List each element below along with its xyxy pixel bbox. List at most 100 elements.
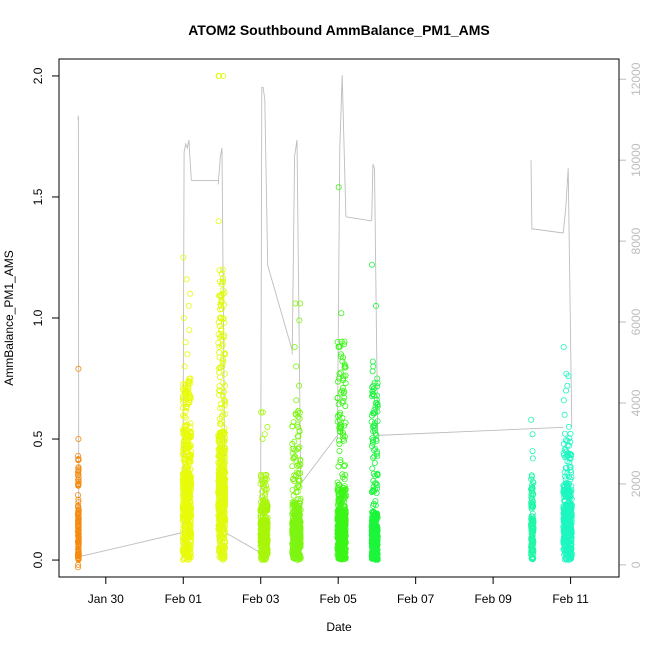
data-point <box>264 423 271 430</box>
data-point <box>215 349 222 356</box>
data-point <box>296 444 303 451</box>
data-point <box>181 533 188 540</box>
data-point <box>567 438 574 445</box>
data-point <box>185 302 192 309</box>
data-point <box>340 502 347 509</box>
y2-tick-label: 10000 <box>629 143 643 177</box>
x-tick-label: Jan 30 <box>88 592 124 606</box>
data-point <box>258 511 265 518</box>
data-point <box>370 541 377 548</box>
data-point <box>221 289 228 296</box>
data-point <box>372 436 379 443</box>
data-point <box>566 442 573 449</box>
data-point <box>261 476 268 483</box>
secondary-line-segment <box>377 426 564 436</box>
data-point <box>567 494 574 501</box>
data-point <box>219 502 226 509</box>
data-point <box>75 365 82 372</box>
y-axis-label: AmmBalance_PM1_AMS <box>2 250 16 385</box>
data-point <box>219 290 226 297</box>
data-point <box>561 469 568 476</box>
data-point <box>560 343 567 350</box>
data-point <box>562 512 569 519</box>
secondary-line-segment <box>224 532 261 554</box>
data-point <box>528 492 535 499</box>
secondary-line-segment <box>267 265 293 351</box>
data-point <box>75 477 82 484</box>
secondary-line-segment <box>291 139 302 484</box>
data-point <box>371 422 378 429</box>
data-point <box>222 469 229 476</box>
data-point <box>341 494 348 501</box>
data-point <box>187 484 194 491</box>
data-point <box>215 369 222 376</box>
data-point <box>293 363 300 370</box>
data-point <box>261 553 268 560</box>
data-point <box>562 437 569 444</box>
data-point <box>342 419 349 426</box>
data-point <box>75 452 82 459</box>
secondary-line-segment <box>77 115 80 557</box>
data-point <box>216 323 223 330</box>
data-point <box>182 407 189 414</box>
data-point <box>529 484 536 491</box>
data-point <box>292 545 299 552</box>
data-point <box>338 423 345 430</box>
data-point <box>336 481 343 488</box>
data-point <box>342 532 349 539</box>
data-point <box>180 396 187 403</box>
data-point <box>339 429 346 436</box>
data-point <box>292 300 299 307</box>
data-point <box>291 499 298 506</box>
data-point <box>564 452 571 459</box>
data-point <box>295 423 302 430</box>
data-point <box>562 480 569 487</box>
data-point <box>184 351 191 358</box>
secondary-line-segment <box>371 164 379 436</box>
data-point <box>530 519 537 526</box>
data-point <box>222 410 229 417</box>
data-point <box>372 541 379 548</box>
data-point <box>530 490 537 497</box>
data-point <box>291 438 298 445</box>
data-point <box>374 453 381 460</box>
data-point <box>221 319 228 326</box>
data-point <box>374 380 381 387</box>
data-point <box>528 527 535 534</box>
data-point <box>563 525 570 532</box>
data-point <box>258 547 265 554</box>
data-point <box>220 72 227 79</box>
data-point <box>566 473 573 480</box>
data-point <box>220 428 227 435</box>
data-point <box>215 218 222 225</box>
data-point <box>337 369 344 376</box>
data-point <box>296 528 303 535</box>
data-point <box>221 370 228 377</box>
data-point <box>75 533 82 540</box>
data-point <box>341 463 348 470</box>
data-point <box>371 551 378 558</box>
data-point <box>218 326 225 333</box>
data-point <box>216 391 223 398</box>
data-point <box>374 471 381 478</box>
data-point <box>338 555 345 562</box>
data-point <box>296 382 303 389</box>
data-point <box>216 267 223 274</box>
data-point <box>371 480 378 487</box>
data-point <box>336 440 343 447</box>
data-point <box>369 368 376 375</box>
data-point <box>187 420 194 427</box>
data-point <box>568 501 575 508</box>
data-point <box>562 464 569 471</box>
data-point <box>291 537 298 544</box>
y2-tick-label: 8000 <box>629 227 643 254</box>
x-tick-label: Feb 03 <box>242 592 280 606</box>
data-point <box>561 430 568 437</box>
data-point <box>291 454 298 461</box>
data-point <box>264 514 271 521</box>
scatter-series <box>179 254 195 563</box>
data-point <box>75 550 82 557</box>
data-point <box>221 525 228 532</box>
data-point <box>371 524 378 531</box>
data-point <box>337 495 344 502</box>
